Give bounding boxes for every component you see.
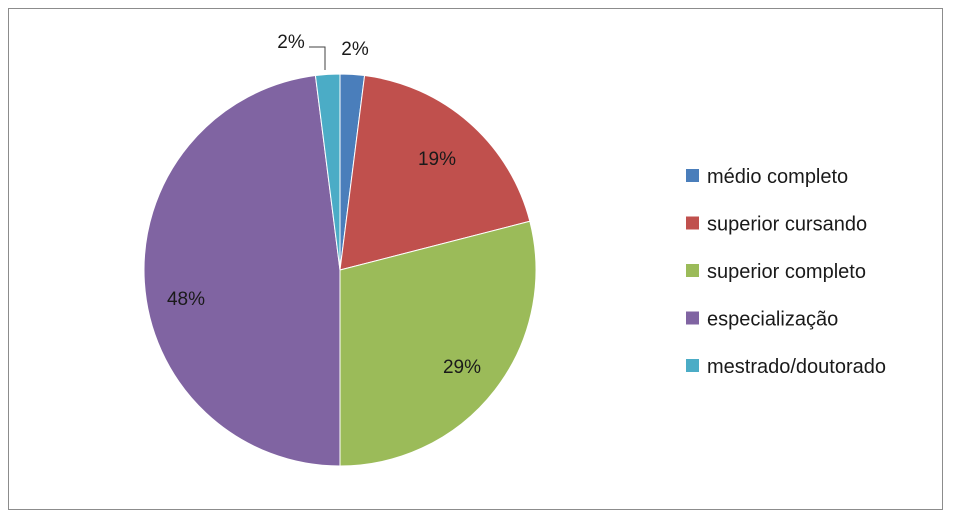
legend-swatch-superior-cursando xyxy=(686,216,699,230)
data-label-medio-completo: 2% xyxy=(341,39,369,60)
legend: médio completo superior cursando superior … xyxy=(686,166,886,378)
leader-lines xyxy=(309,46,326,70)
legend-label-superior-cursando: superior cursando xyxy=(707,214,867,236)
data-labels: 2% 19% 29% 48% 2% xyxy=(167,32,481,378)
legend-label-superior-completo: superior completo xyxy=(707,261,866,283)
data-label-mestrado-doutorado: 2% xyxy=(277,32,305,53)
legend-label-medio-completo: médio completo xyxy=(707,166,848,188)
legend-swatch-superior-completo xyxy=(686,264,699,277)
legend-label-especializacao: especialização xyxy=(707,309,838,331)
pie-slice-especializacao xyxy=(143,74,341,467)
data-label-superior-cursando: 19% xyxy=(418,149,456,170)
pie-slices xyxy=(143,73,537,467)
legend-label-mestrado-doutorado: mestrado/doutorado xyxy=(707,356,886,378)
legend-swatch-medio-completo xyxy=(686,169,699,182)
pie-slice-superior-cursando xyxy=(339,74,531,271)
data-label-superior-completo: 29% xyxy=(443,357,481,378)
pie-slice-mestrado-doutorado xyxy=(314,73,341,271)
leader-line-mestrado-doutorado xyxy=(309,46,326,70)
legend-swatch-especializacao xyxy=(686,311,699,325)
data-label-especializacao: 48% xyxy=(167,289,205,310)
pie-slice-superior-completo xyxy=(339,220,537,467)
legend-swatch-mestrado-doutorado xyxy=(686,359,699,372)
